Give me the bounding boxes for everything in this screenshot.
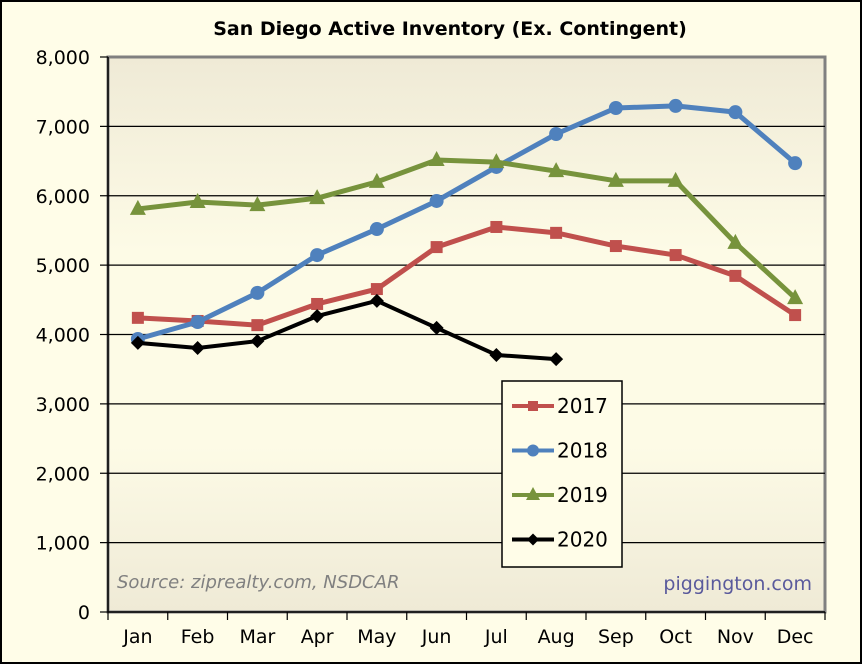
data-point-2018 xyxy=(310,248,325,263)
x-tick-label: May xyxy=(357,626,396,648)
brand-annotation: piggington.com xyxy=(663,573,812,595)
legend-label: 2019 xyxy=(557,483,608,507)
x-tick-label: Sep xyxy=(598,626,634,648)
data-point-2018 xyxy=(250,285,265,300)
data-point-2020 xyxy=(310,309,325,324)
data-point-2018 xyxy=(549,127,564,142)
y-tick-label: 8,000 xyxy=(36,47,90,69)
data-point-2017 xyxy=(370,283,383,296)
legend-label: 2017 xyxy=(557,394,608,418)
y-tick-label: 3,000 xyxy=(36,394,90,416)
x-tick-label: Dec xyxy=(777,626,814,648)
series-group xyxy=(129,98,804,367)
data-point-2017 xyxy=(669,249,682,262)
data-point-2020 xyxy=(549,352,564,367)
series-line-2017 xyxy=(137,224,797,328)
chart-title: San Diego Active Inventory (Ex. Continge… xyxy=(213,18,687,40)
data-point-2020 xyxy=(250,334,265,349)
series-line-2018 xyxy=(137,103,797,342)
data-point-2018 xyxy=(728,105,743,120)
series-2019 xyxy=(129,151,804,305)
y-tick-label: 7,000 xyxy=(36,116,90,138)
x-tick-label: Feb xyxy=(181,626,215,648)
data-point-2020 xyxy=(190,341,205,356)
x-tick-label: Aug xyxy=(538,626,575,648)
y-tick-label: 0 xyxy=(78,602,90,624)
y-tick-label: 5,000 xyxy=(36,255,90,277)
y-axis-ticks: 0 1,000 2,000 3,000 4,000 5,000 6,000 7,000 8,00… xyxy=(36,47,108,624)
legend-item-2020: 2020 xyxy=(512,528,608,552)
data-point-2017 xyxy=(311,297,324,310)
data-point-2019 xyxy=(249,196,266,212)
x-tick-label: Jan xyxy=(122,626,152,648)
data-point-2017 xyxy=(550,226,563,239)
data-point-2019 xyxy=(189,192,206,208)
series-2018 xyxy=(130,98,803,347)
y-tick-label: 4,000 xyxy=(36,325,90,347)
legend-item-2017: 2017 xyxy=(512,394,608,418)
data-point-2017 xyxy=(430,241,443,254)
data-point-2018 xyxy=(788,156,803,171)
legend-item-2019: 2019 xyxy=(512,483,608,507)
data-point-2017 xyxy=(609,240,622,253)
data-point-2020 xyxy=(489,347,504,362)
data-point-2019 xyxy=(488,153,505,169)
data-point-2020 xyxy=(369,293,384,308)
data-point-2019 xyxy=(548,162,565,178)
legend-marker-diamond-icon xyxy=(527,533,539,546)
legend-label: 2018 xyxy=(557,439,608,463)
x-tick-label: Mar xyxy=(239,626,275,648)
data-point-2019 xyxy=(428,151,445,167)
source-annotation: Source: ziprealty.com, NSDCAR xyxy=(117,572,399,593)
data-point-2018 xyxy=(429,193,444,208)
data-point-2017 xyxy=(251,319,264,332)
series-2020 xyxy=(130,293,564,367)
data-point-2017 xyxy=(131,311,144,324)
x-tick-label: Oct xyxy=(659,626,692,648)
data-point-2019 xyxy=(607,171,624,187)
data-point-2020 xyxy=(429,320,444,335)
data-point-2018 xyxy=(369,222,384,237)
data-point-2019 xyxy=(368,172,385,188)
data-point-2019 xyxy=(727,233,744,249)
x-tick-label: Jul xyxy=(484,626,508,648)
y-tick-label: 2,000 xyxy=(36,463,90,485)
data-point-2018 xyxy=(608,100,623,115)
legend-marker-square-icon xyxy=(528,401,538,411)
data-point-2019 xyxy=(309,189,326,205)
data-point-2017 xyxy=(729,269,742,282)
data-point-2019 xyxy=(787,289,804,305)
x-tick-label: Apr xyxy=(301,626,334,648)
series-line-2019 xyxy=(137,157,797,300)
data-point-2019 xyxy=(129,199,146,215)
series-line-2020 xyxy=(137,298,557,362)
data-point-2017 xyxy=(490,220,503,233)
y-tick-label: 6,000 xyxy=(36,186,90,208)
legend-item-2018: 2018 xyxy=(512,439,608,463)
legend-label: 2020 xyxy=(557,528,608,552)
series-2017 xyxy=(131,220,802,332)
legend-box xyxy=(501,380,623,568)
x-axis-ticks: Jan Feb Mar Apr May Jun Jul Aug Sep Oct Nov Dec xyxy=(107,612,826,648)
data-point-2018 xyxy=(668,98,683,113)
data-point-2020 xyxy=(130,335,145,350)
x-tick-label: Nov xyxy=(717,626,754,648)
y-tick-label: 1,000 xyxy=(36,533,90,555)
legend-marker-circle-icon xyxy=(527,444,539,457)
data-point-2017 xyxy=(789,309,802,322)
data-point-2019 xyxy=(667,171,684,187)
data-point-2018 xyxy=(190,315,205,330)
legend-marker-triangle-icon xyxy=(526,487,540,500)
x-tick-label: Jun xyxy=(421,626,452,648)
legend: 2017 2018 2019 2020 xyxy=(501,380,623,568)
